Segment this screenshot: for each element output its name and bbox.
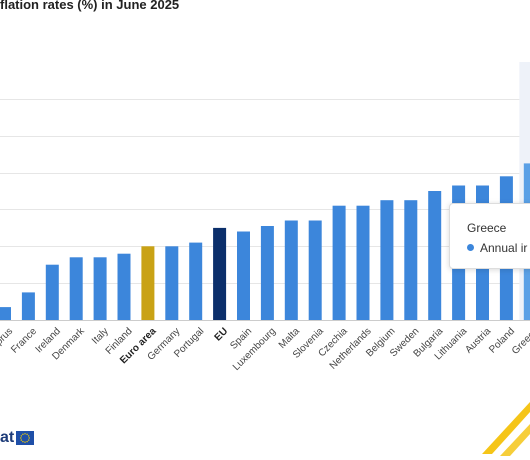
flag-star bbox=[28, 437, 31, 439]
chart-title: flation rates (%) in June 2025 bbox=[0, 0, 180, 12]
bar-italy[interactable] bbox=[93, 257, 107, 320]
bar-sweden[interactable] bbox=[404, 200, 418, 320]
tooltip: Greece Annual ir bbox=[449, 203, 530, 269]
flag-star bbox=[20, 435, 23, 437]
flag-star bbox=[26, 433, 29, 436]
flag-star bbox=[28, 439, 30, 441]
series-dot-icon bbox=[467, 244, 474, 251]
bar-luxembourg[interactable] bbox=[260, 226, 274, 320]
bar-prus[interactable] bbox=[0, 307, 11, 320]
eu-flag-icon bbox=[16, 431, 35, 445]
flag-star bbox=[20, 437, 22, 439]
eurostat-logo[interactable]: at bbox=[0, 428, 35, 448]
decorative-stripes-icon bbox=[482, 402, 530, 456]
tooltip-series-label: Annual ir bbox=[480, 241, 528, 255]
flag-star bbox=[26, 440, 29, 443]
x-tick-label: France bbox=[9, 326, 39, 356]
tooltip-series-row: Annual ir bbox=[467, 238, 530, 258]
bar-denmark[interactable] bbox=[69, 257, 83, 320]
flag-star bbox=[22, 433, 24, 436]
x-tick-label: Austria bbox=[463, 326, 493, 356]
bar-belgium[interactable] bbox=[380, 200, 394, 320]
tooltip-title: Greece bbox=[467, 221, 507, 235]
bar-finland[interactable] bbox=[117, 253, 131, 320]
bar-netherlands[interactable] bbox=[356, 205, 370, 320]
bar-germany[interactable] bbox=[165, 246, 179, 320]
flag-star bbox=[24, 433, 26, 435]
flag-star bbox=[24, 441, 26, 443]
flag-star bbox=[22, 440, 24, 443]
bar-slovenia[interactable] bbox=[308, 220, 322, 321]
bar-malta[interactable] bbox=[284, 220, 298, 321]
bar-portugal[interactable] bbox=[189, 242, 203, 320]
bar-bulgaria[interactable] bbox=[428, 191, 442, 320]
bar-france[interactable] bbox=[21, 292, 35, 320]
bar-spain[interactable] bbox=[237, 231, 250, 321]
x-tick-label: EU bbox=[213, 326, 231, 344]
bar-czechia[interactable] bbox=[332, 205, 346, 320]
logo-text: at bbox=[0, 429, 15, 446]
flag-star bbox=[20, 439, 23, 441]
bar-eu[interactable] bbox=[213, 227, 227, 320]
bar-ireland[interactable] bbox=[45, 264, 59, 320]
x-tick-label: Italy bbox=[90, 326, 111, 347]
flag-star bbox=[28, 435, 30, 437]
bar-euro-area[interactable] bbox=[141, 246, 155, 320]
bars bbox=[0, 163, 530, 321]
